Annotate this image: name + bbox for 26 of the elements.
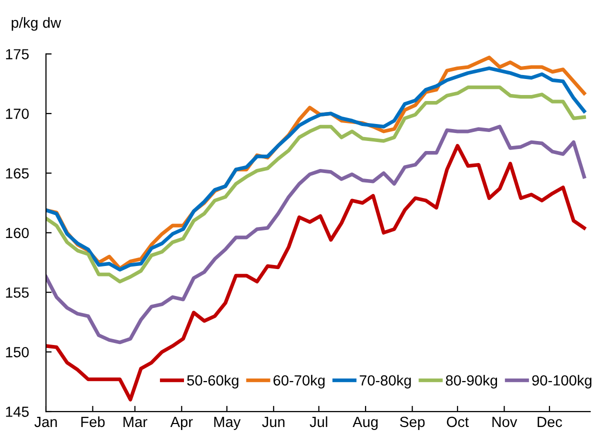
- x-tick-label: Jan: [34, 416, 57, 428]
- x-tick-label: Jul: [310, 416, 328, 428]
- x-tick-label: Dec: [538, 416, 562, 428]
- x-tick-label: Sep: [400, 416, 425, 430]
- y-tick-label: 170: [6, 108, 29, 119]
- y-axis-title: p/kg dw: [12, 17, 62, 31]
- y-tick-label: 155: [6, 288, 29, 298]
- legend-label: 80-90kg: [446, 374, 498, 388]
- legend-label: 90-100kg: [532, 374, 592, 388]
- y-tick-label: 145: [6, 406, 29, 417]
- legend-label: 70-80kg: [360, 374, 411, 388]
- x-tick-label: Aug: [352, 416, 378, 430]
- line-series: [46, 124, 586, 344]
- x-tick-label: Nov: [492, 416, 518, 428]
- legend-label: 60-70kg: [274, 374, 325, 388]
- y-tick-label: 150: [6, 347, 29, 358]
- y-tick-label: 160: [6, 228, 29, 238]
- legend-label: 50-60kg: [187, 374, 238, 388]
- x-tick-label: Apr: [170, 416, 193, 430]
- x-tick-label: May: [214, 416, 241, 430]
- x-tick-label: Mar: [124, 416, 148, 428]
- y-tick-label: 175: [6, 49, 29, 60]
- y-tick-label: 165: [6, 168, 29, 179]
- x-tick-label: Jun: [262, 416, 284, 428]
- x-tick-label: Oct: [446, 416, 469, 428]
- x-tick-label: Feb: [81, 416, 105, 428]
